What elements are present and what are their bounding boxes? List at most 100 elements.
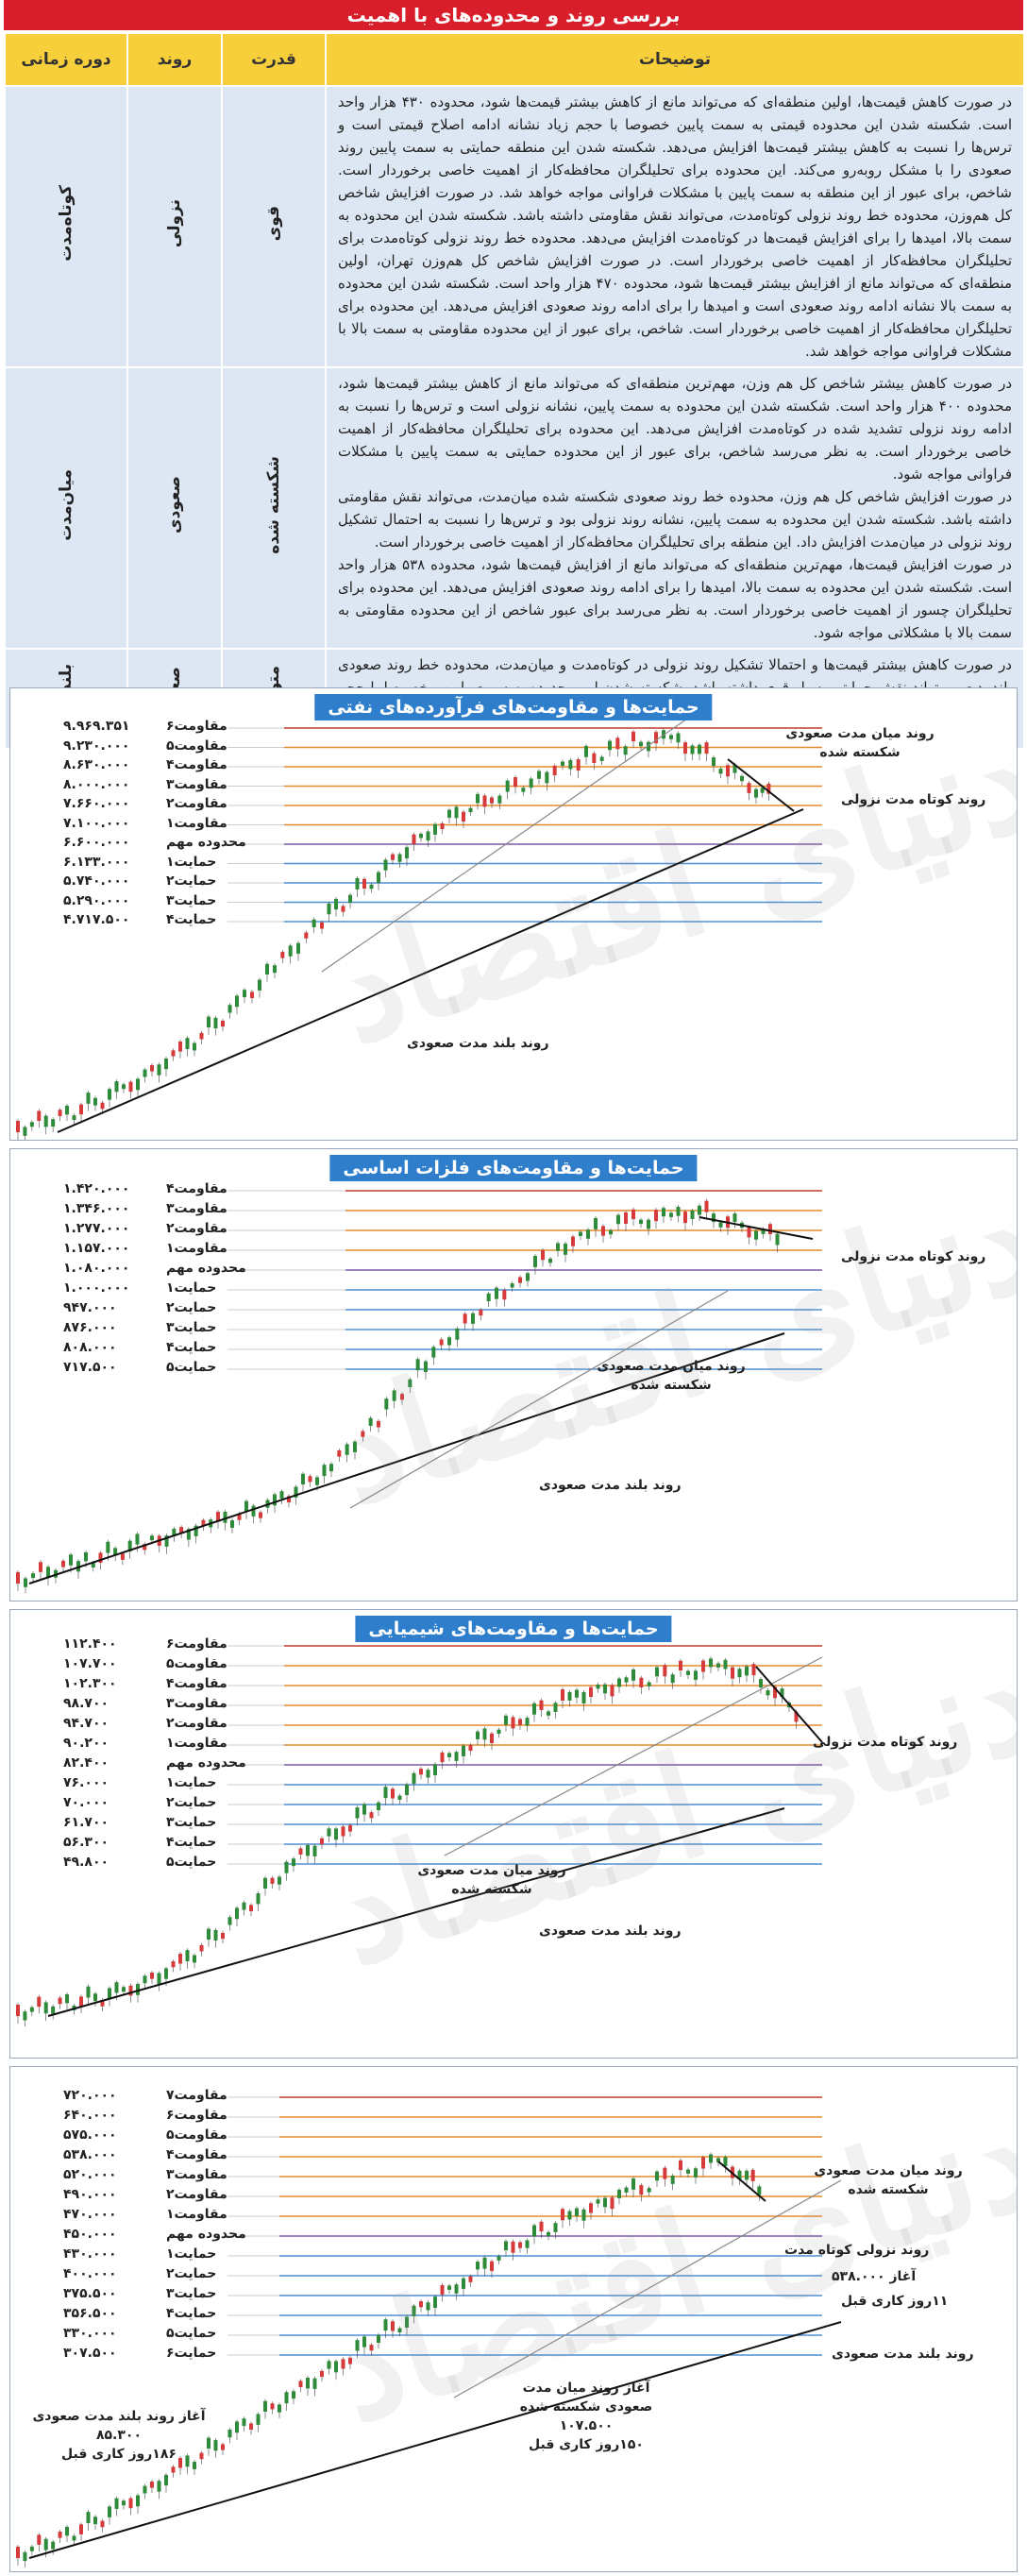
candle-body — [369, 1812, 374, 1819]
annotation-text: روند میان مدت صعودی شکسته شده — [417, 1863, 566, 1897]
candle-body — [294, 1486, 298, 1498]
level-value: ۸.۶۳۰.۰۰۰ — [63, 757, 130, 772]
level-value: ۴۵۰.۰۰۰ — [63, 2227, 117, 2242]
candle-body — [497, 795, 502, 804]
candle-body — [136, 1983, 140, 1995]
candle-body — [301, 1473, 305, 1484]
candle-body — [571, 1236, 575, 1246]
level-label: مقاومت۴ — [166, 757, 227, 772]
trend-table: توضیحات قدرت روند دوره زمانی در صورت کاه… — [4, 32, 1025, 750]
level-label: حمایت۱ — [166, 1775, 217, 1790]
candle-body — [185, 2455, 190, 2467]
candle-body — [150, 1972, 154, 1979]
level-label: مقاومت۳ — [166, 1201, 227, 1216]
candle-body — [178, 1954, 182, 1964]
candle-body — [440, 822, 445, 830]
candle-body — [397, 1795, 402, 1800]
candle-body — [567, 1691, 572, 1701]
candle-body — [157, 1064, 161, 1076]
candle-body — [575, 2208, 579, 2216]
candle-body — [463, 1313, 467, 1324]
level-row: ۸.۶۳۰.۰۰۰ مقاومت۴ — [10, 757, 379, 776]
candle-body — [780, 1688, 784, 1698]
candle-body — [337, 1450, 342, 1457]
col-desc: توضیحات — [325, 32, 1025, 87]
row-period-text: میان‌مدت — [57, 468, 76, 541]
candle-body — [51, 1119, 56, 1127]
annotation-short-trend: روند کوتاه مدت نزولی — [841, 792, 986, 807]
level-row: ۴.۷۱۷.۵۰۰ حمایت۴ — [10, 912, 379, 931]
candle-body — [704, 1200, 709, 1212]
candle-body — [320, 922, 324, 929]
candle-body — [37, 1996, 42, 2008]
candle-body — [502, 1290, 507, 1300]
candle-body — [490, 2261, 494, 2271]
candle-body — [251, 1505, 256, 1517]
candle-body — [576, 759, 581, 771]
candle-body — [164, 1058, 168, 1070]
candle-body — [670, 2175, 675, 2184]
candle-body — [296, 942, 300, 954]
candle-body — [43, 1115, 48, 1127]
candle-body — [122, 1987, 126, 1992]
candle-body — [84, 1551, 88, 1562]
candle-body — [433, 823, 437, 835]
candle-body — [244, 1500, 248, 1513]
candle-body — [207, 2437, 210, 2449]
candle-body — [462, 1745, 465, 1756]
candle-body — [701, 2157, 705, 2169]
candle-body — [256, 2414, 261, 2425]
candle-body — [114, 1982, 119, 1993]
candle-body — [497, 2256, 501, 2261]
level-value: ۸۷۶.۰۰۰ — [63, 1320, 117, 1335]
candle-body — [495, 1287, 498, 1299]
candle-body — [23, 1127, 27, 1136]
candle-body — [194, 1525, 198, 1536]
candle-body — [639, 1219, 643, 1225]
candle-body — [754, 1230, 758, 1240]
candle-body — [732, 764, 737, 773]
level-row: ۹۰.۲۰۰ مقاومت۱ — [10, 1736, 379, 1754]
level-value: ۹۴.۷۰۰ — [63, 1716, 109, 1731]
chart-chemicals: دنیای اقتصاد حمایت‌ها و مقاومت‌های شیمیا… — [9, 1609, 1018, 2059]
candle-body — [287, 1496, 291, 1503]
row-period-text: کوتاه‌مدت — [57, 185, 76, 262]
annotation-mid-trend: روند میان مدت صعودی شکسته شده — [813, 2161, 964, 2199]
candle-body — [265, 963, 269, 974]
candle-body — [504, 2241, 508, 2251]
annotation-short-trend: روند کوتاه مدت نزولی — [813, 1735, 958, 1750]
candle-body — [397, 854, 402, 862]
candle-body — [334, 2361, 338, 2373]
level-row: ۴۰۰.۰۰۰ حمایت۲ — [10, 2266, 379, 2285]
candle-body — [683, 1212, 687, 1224]
level-row: ۱۰۷.۷۰۰ مقاومت۵ — [10, 1656, 379, 1675]
chart-oil-products: دنیای اقتصاد حمایت‌ها و مقاومت‌های فرآور… — [9, 687, 1018, 1141]
candle-body — [348, 894, 352, 903]
candle-body — [760, 788, 765, 793]
candle-body — [709, 2154, 713, 2163]
candle-body — [596, 2199, 600, 2204]
candle-body — [723, 2157, 728, 2166]
candle-body — [199, 1944, 204, 1952]
mid-trend-line — [444, 1656, 823, 1856]
level-row: ۴۳۰.۰۰۰ حمایت۱ — [10, 2246, 379, 2265]
chart-title: حمایت‌ها و مقاومت‌های شیمیایی — [355, 1616, 672, 1642]
candle-body — [462, 2278, 465, 2289]
candle-body — [172, 1528, 177, 1536]
candle-body — [447, 809, 451, 818]
candle-body — [280, 952, 285, 958]
candle-body — [16, 2547, 20, 2558]
level-label: حمایت۳ — [166, 2286, 217, 2301]
candle-body — [405, 2316, 409, 2328]
table-header-row: توضیحات قدرت روند دوره زمانی — [4, 32, 1025, 87]
candle-body — [740, 775, 744, 782]
candle-body — [100, 2000, 105, 2007]
candle-body — [353, 1441, 357, 1452]
candle-body — [603, 2197, 607, 2208]
candle-body — [164, 1535, 169, 1547]
candle-body — [93, 1097, 97, 1106]
candle-body — [631, 1209, 635, 1220]
candle-body — [505, 780, 510, 792]
candle-body — [127, 1540, 132, 1552]
candle-body — [279, 1491, 284, 1500]
